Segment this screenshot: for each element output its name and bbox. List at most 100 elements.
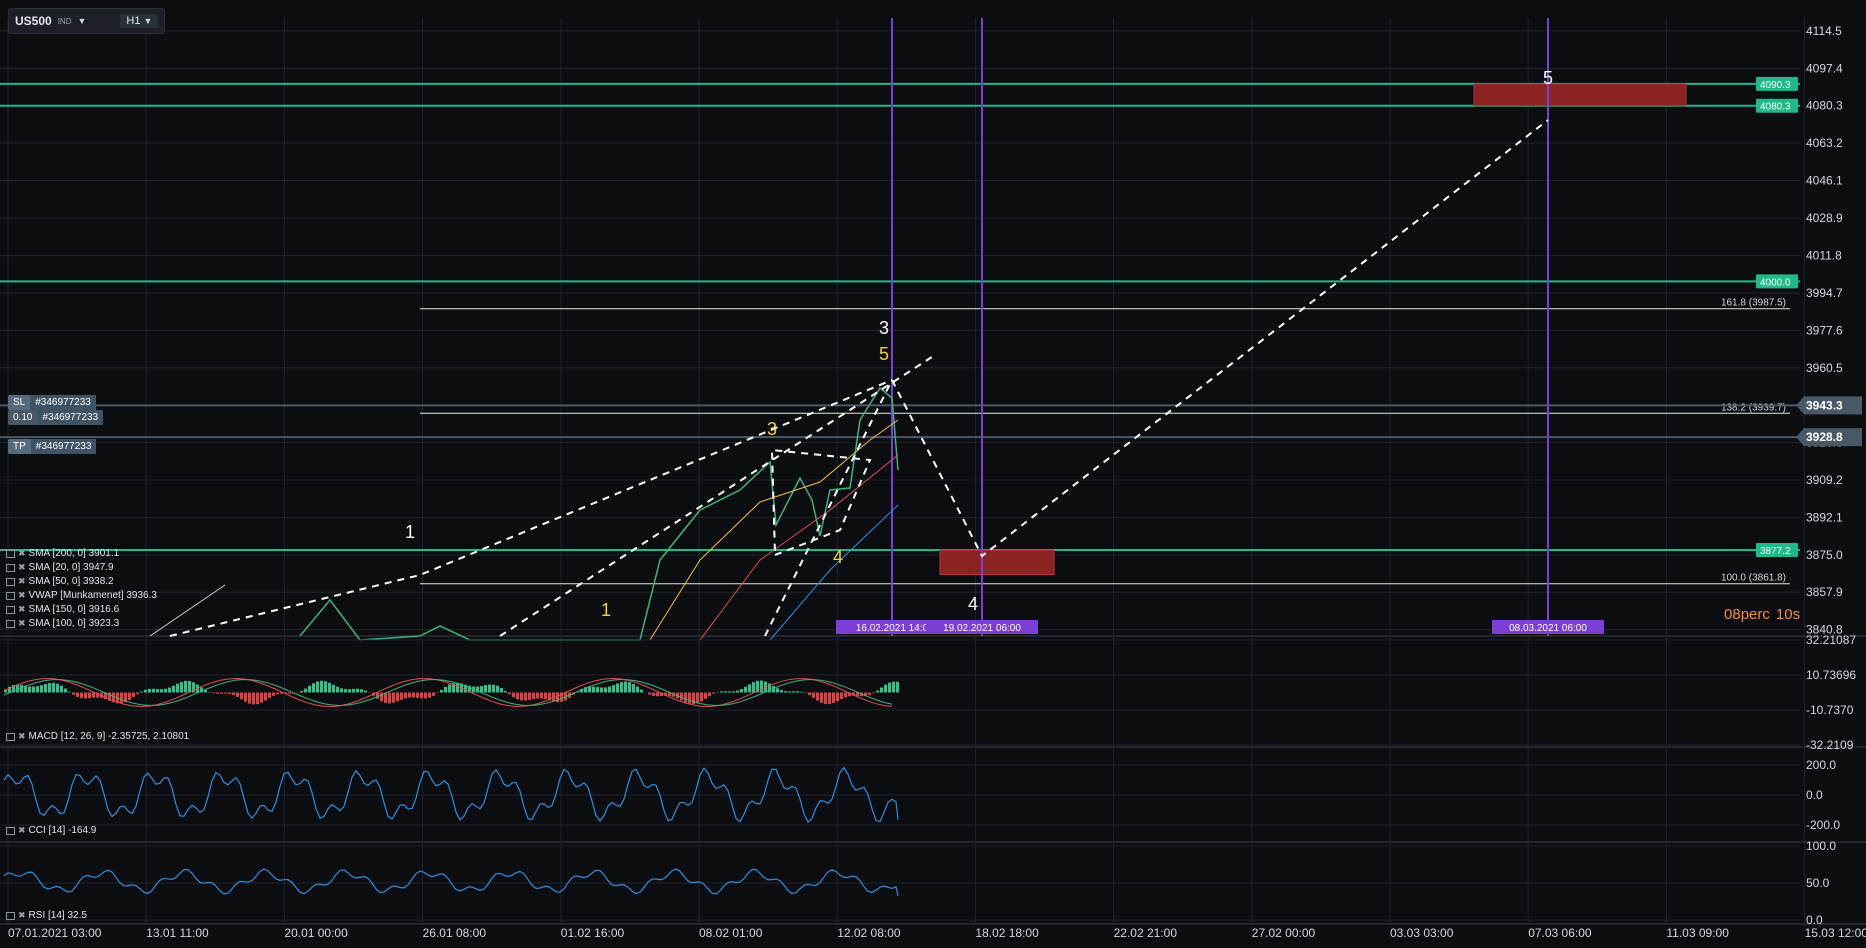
- macd-bar: [604, 687, 607, 693]
- macd-bar: [668, 692, 671, 696]
- close-icon[interactable]: ✖: [18, 576, 26, 586]
- timeframe-select[interactable]: H1 ▼: [120, 14, 159, 28]
- macd-bar: [80, 692, 83, 699]
- settings-icon[interactable]: [6, 911, 15, 920]
- vertical-marker-tag: [1492, 620, 1604, 634]
- macd-bar: [504, 691, 507, 693]
- level-tag: [1756, 98, 1798, 113]
- trend-line: [149, 584, 226, 637]
- settings-icon[interactable]: [6, 605, 15, 614]
- macd-bar: [760, 680, 763, 693]
- tp-order-label[interactable]: TP #346977233: [8, 439, 97, 454]
- macd-bar: [540, 692, 543, 699]
- settings-icon[interactable]: [6, 826, 15, 835]
- level-tag: [1756, 274, 1798, 289]
- macd-bar: [48, 683, 51, 693]
- macd-bar: [304, 688, 307, 693]
- macd-bar: [768, 683, 771, 693]
- macd-bar: [136, 692, 139, 695]
- macd-bar: [420, 692, 423, 699]
- macd-bar: [360, 689, 363, 693]
- sl-order-id: #346977233: [30, 395, 96, 410]
- close-icon[interactable]: ✖: [18, 562, 26, 572]
- macd-bar: [464, 684, 467, 693]
- y-tick-label: 4046.1: [1806, 174, 1843, 188]
- macd-bar: [692, 692, 695, 705]
- macd-bar: [804, 692, 807, 694]
- macd-bar: [312, 683, 315, 693]
- rsi-tick-label: 100.0: [1806, 839, 1836, 853]
- macd-bar: [76, 692, 79, 697]
- macd-bar: [128, 692, 131, 701]
- macd-bar: [288, 692, 291, 694]
- macd-bar: [512, 692, 515, 698]
- close-icon[interactable]: ✖: [18, 548, 26, 558]
- macd-bar: [648, 692, 651, 695]
- macd-bar: [652, 692, 655, 696]
- cci-line: [3, 766, 899, 824]
- indicator-sma-50[interactable]: ✖ SMA [50, 0] 3938.2: [6, 576, 114, 587]
- close-icon[interactable]: ✖: [18, 590, 26, 600]
- indicator-sma-150[interactable]: ✖ SMA [150, 0] 3916.6: [6, 604, 119, 615]
- settings-icon[interactable]: [6, 563, 15, 572]
- close-icon[interactable]: ✖: [18, 825, 26, 835]
- rsi-legend[interactable]: ✖ RSI [14] 32.5: [6, 910, 87, 921]
- settings-icon[interactable]: [6, 577, 15, 586]
- indicator-label: SMA [150, 0] 3916.6: [28, 604, 120, 615]
- macd-bar: [212, 692, 215, 694]
- indicator-sma-100[interactable]: ✖ SMA [100, 0] 3923.3: [6, 618, 119, 629]
- settings-icon[interactable]: [6, 591, 15, 600]
- macd-bar: [744, 686, 747, 693]
- indicator-sma-20[interactable]: ✖ SMA [20, 0] 3947.9: [6, 562, 114, 573]
- settings-icon[interactable]: [6, 549, 15, 558]
- macd-legend[interactable]: ✖ MACD [12, 26, 9] -2.35725, 2.10801: [6, 731, 189, 742]
- price-series: [299, 386, 899, 641]
- y-tick-label: 3960.5: [1806, 361, 1843, 375]
- symbol-dropdown-icon[interactable]: ▼: [77, 16, 87, 26]
- y-tick-label: 3875.0: [1806, 548, 1843, 562]
- position-label[interactable]: 0.10 #346977233: [8, 410, 104, 425]
- indicator-vwap[interactable]: ✖ VWAP [Munkamenet] 3936.3: [6, 590, 157, 601]
- macd-bar: [380, 692, 383, 702]
- settings-icon[interactable]: [6, 732, 15, 741]
- macd-bar: [456, 682, 459, 693]
- indicator-sma-200[interactable]: ✖ SMA [200, 0] 3901.1: [6, 548, 119, 559]
- macd-bar: [844, 692, 847, 698]
- macd-bar: [164, 688, 167, 693]
- macd-bar: [732, 691, 735, 693]
- macd-bar: [544, 692, 547, 700]
- macd-bar: [556, 692, 559, 703]
- macd-bar: [216, 692, 219, 694]
- macd-bar: [788, 691, 791, 693]
- macd-bar: [356, 688, 359, 693]
- cci-legend[interactable]: ✖ CCI [14] -164.9: [6, 825, 96, 836]
- macd-bar: [636, 686, 639, 693]
- tp-order-id: #346977233: [30, 439, 97, 454]
- x-tick-label: 27.02 00:00: [1252, 926, 1316, 940]
- macd-bar: [776, 688, 779, 693]
- macd-bar: [740, 688, 743, 693]
- y-tick-label: 3909.2: [1806, 473, 1843, 487]
- rsi-line: [3, 868, 899, 897]
- symbol-name[interactable]: US500: [15, 14, 52, 28]
- macd-bar: [64, 688, 67, 693]
- macd-bar: [688, 692, 691, 704]
- y-tick-label: 3892.1: [1806, 510, 1843, 524]
- close-icon[interactable]: ✖: [18, 618, 26, 628]
- macd-bar: [664, 692, 667, 696]
- settings-icon[interactable]: [6, 619, 15, 628]
- macd-bar: [112, 692, 115, 703]
- sl-order-label[interactable]: SL #346977233: [8, 395, 96, 410]
- y-tick-label: 4097.4: [1806, 61, 1843, 75]
- macd-bar: [184, 680, 187, 693]
- close-icon[interactable]: ✖: [18, 731, 26, 741]
- macd-bar: [708, 692, 711, 697]
- cci-tick-label: 200.0: [1806, 758, 1836, 772]
- macd-bar: [4, 689, 7, 693]
- price-tag-label: 3943.3: [1806, 398, 1843, 412]
- close-icon[interactable]: ✖: [18, 604, 26, 614]
- macd-bar: [592, 686, 595, 693]
- macd-bar: [100, 692, 103, 698]
- close-icon[interactable]: ✖: [18, 910, 26, 920]
